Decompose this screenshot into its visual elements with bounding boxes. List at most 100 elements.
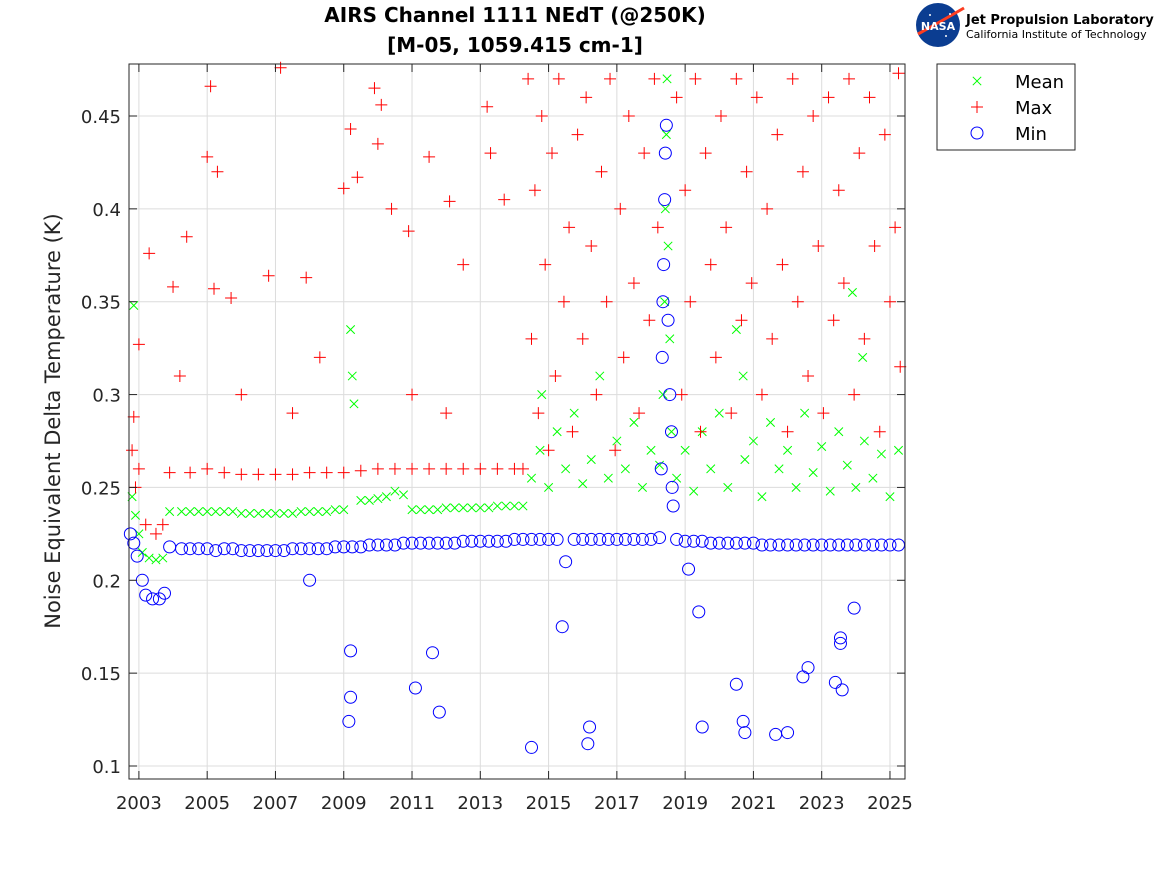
max-point [827, 314, 840, 327]
mean-point [595, 371, 605, 381]
jpl-name: Jet Propulsion Laboratory [965, 13, 1154, 28]
mean-point [706, 464, 716, 474]
max-point [576, 332, 589, 345]
min-point [695, 720, 709, 734]
mean-point [349, 399, 359, 409]
mean-point [467, 503, 477, 513]
min-point [139, 588, 153, 602]
min-point [738, 536, 752, 550]
min-point [379, 538, 393, 552]
mean-point [433, 505, 443, 515]
x-tick-label: 2019 [662, 793, 708, 814]
mean-point [346, 325, 356, 335]
chart-subtitle: [M-05, 1059.415 cm-1] [387, 33, 643, 57]
min-point [251, 544, 265, 558]
max-point [812, 240, 825, 252]
min-point [344, 644, 358, 658]
min-point [833, 636, 847, 650]
min-point [635, 532, 649, 546]
mean-point [808, 468, 818, 478]
mean-point [322, 507, 332, 517]
max-point [590, 388, 603, 401]
max-point [337, 182, 350, 195]
min-point [550, 532, 564, 546]
max-point [563, 221, 576, 234]
min-point [663, 388, 677, 402]
legend-label-mean: Mean [1015, 72, 1064, 93]
mean-point [450, 503, 460, 513]
max-point [474, 462, 487, 475]
max-point [371, 137, 384, 150]
max-point [614, 202, 627, 215]
min-point [405, 536, 419, 550]
mean-point [305, 507, 315, 517]
min-point [473, 534, 487, 548]
min-point [342, 714, 356, 728]
mean-point [893, 445, 904, 455]
x-tick-label: 2023 [799, 793, 845, 814]
max-point [457, 258, 470, 271]
max-point [127, 410, 140, 423]
nasa-meatball-icon: NASA [916, 3, 965, 47]
max-point [771, 128, 784, 141]
min-point [414, 536, 428, 550]
mean-point [680, 445, 690, 455]
mean-point [851, 482, 861, 492]
mean-point [765, 417, 776, 427]
legend-marker-mean [972, 76, 982, 86]
min-point [482, 534, 496, 548]
x-tick-label: 2013 [457, 793, 503, 814]
y-tick-label: 0.25 [81, 478, 121, 499]
min-point [601, 532, 615, 546]
max-point [542, 444, 555, 457]
min-point [583, 720, 597, 734]
mean-point [662, 74, 672, 84]
max-point [139, 518, 152, 531]
min-point [746, 536, 760, 550]
mean-point [381, 492, 391, 502]
max-point [402, 225, 415, 238]
min-point [828, 675, 842, 689]
max-point [571, 128, 584, 141]
mean-point [774, 464, 784, 474]
mean-point [586, 455, 596, 465]
max-point [883, 295, 896, 308]
max-point [557, 295, 570, 308]
max-point [675, 388, 688, 401]
max-point [600, 295, 613, 308]
axes: 2003 2005 2007 2009 2011 2013 2015 2017 2019 2021… [81, 64, 913, 814]
mean-point [458, 503, 468, 513]
min-point [344, 690, 358, 704]
y-tick-label: 0.35 [81, 293, 121, 314]
min-point [328, 540, 342, 554]
mean-point [287, 508, 298, 518]
min-point [243, 544, 257, 558]
max-point [208, 282, 221, 295]
y-tick-label: 0.3 [92, 386, 121, 407]
mean-point [151, 555, 161, 565]
max-point [817, 407, 830, 420]
mean-point [330, 505, 340, 515]
min-point [798, 538, 812, 552]
max-point [627, 277, 640, 290]
min-point [769, 727, 783, 741]
min-point [499, 534, 513, 548]
min-point [712, 536, 726, 550]
mean-point [416, 505, 426, 515]
max-point [735, 314, 748, 327]
max-point [235, 388, 248, 401]
max-point [423, 462, 436, 475]
min-point [866, 538, 880, 552]
max-point [235, 468, 248, 481]
min-point [303, 542, 317, 556]
max-point [320, 466, 333, 479]
min-point [721, 536, 735, 550]
min-point [354, 540, 368, 554]
max-point [796, 165, 809, 178]
jpl-logo: NASA Jet Propulsion Laboratory Californi… [916, 3, 1154, 47]
min-point [781, 538, 795, 552]
mean-point [185, 507, 195, 517]
min-point [127, 536, 141, 550]
mean-point [339, 505, 349, 515]
mean-point [637, 482, 648, 492]
